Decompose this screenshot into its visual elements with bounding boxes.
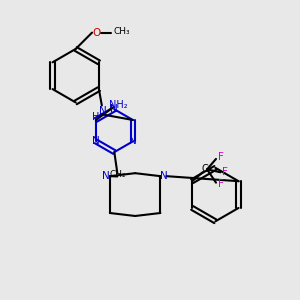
Text: NH₂: NH₂ (110, 100, 128, 110)
Text: CH₂: CH₂ (110, 170, 126, 179)
Text: N: N (102, 171, 110, 181)
Text: N: N (129, 136, 137, 146)
Text: F: F (222, 167, 228, 177)
Text: N: N (160, 171, 168, 181)
Text: H: H (92, 112, 99, 122)
Text: N: N (110, 104, 118, 114)
Text: F: F (218, 179, 224, 189)
Text: N: N (92, 136, 100, 146)
Text: C: C (202, 164, 208, 174)
Text: N: N (99, 106, 107, 116)
Text: CH₃: CH₃ (113, 27, 130, 36)
Text: O: O (92, 28, 101, 38)
Text: F: F (218, 152, 224, 162)
